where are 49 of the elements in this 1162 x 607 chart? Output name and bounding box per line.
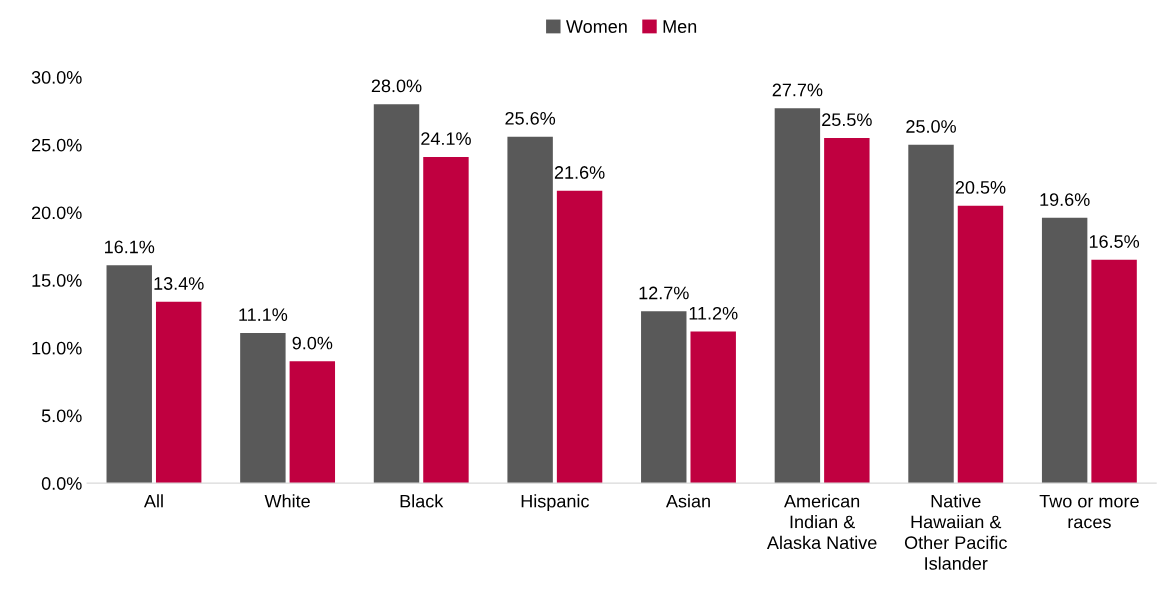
bar xyxy=(957,205,1004,484)
data-label: 9.0% xyxy=(292,336,333,350)
data-label: 28.0% xyxy=(371,79,422,93)
y-tick-label: 15.0% xyxy=(32,274,82,287)
x-tick-label: American Indian & Alaska Native xyxy=(766,494,877,550)
bar xyxy=(824,138,870,484)
data-label: 13.4% xyxy=(154,277,204,290)
x-tick-label: Black xyxy=(400,494,444,508)
bar xyxy=(423,156,469,484)
bar xyxy=(1091,259,1137,484)
bar xyxy=(774,108,821,484)
data-label: 21.6% xyxy=(554,166,605,179)
data-label: 24.1% xyxy=(421,132,471,145)
bar xyxy=(106,265,152,484)
bar xyxy=(908,144,954,484)
data-label: 25.6% xyxy=(505,111,556,125)
data-label: 19.6% xyxy=(1040,193,1090,206)
bar xyxy=(556,190,603,484)
x-tick-label: Hispanic xyxy=(521,494,589,512)
x-tick-label: Native Hawaiian & Other Pacific Islander xyxy=(904,494,1007,570)
y-tick-label: 10.0% xyxy=(32,341,82,355)
data-label: 16.1% xyxy=(105,240,155,254)
bar xyxy=(1041,217,1088,484)
bar xyxy=(373,104,420,484)
y-tick-label: 20.0% xyxy=(32,206,82,220)
x-tick-label: Two or more races xyxy=(1039,494,1139,529)
data-label: 11.1% xyxy=(239,308,288,321)
legend-label: Men xyxy=(663,20,697,33)
bar xyxy=(690,331,736,484)
y-tick-label: 30.0% xyxy=(31,71,82,84)
data-label: 27.7% xyxy=(772,83,823,97)
y-tick-label: 5.0% xyxy=(41,409,82,423)
x-tick-label: All xyxy=(143,494,163,508)
y-tick-label: 25.0% xyxy=(32,138,82,152)
bar xyxy=(289,361,336,484)
data-label: 20.5% xyxy=(955,180,1006,194)
data-label: 25.5% xyxy=(822,113,872,127)
data-label: 25.0% xyxy=(906,120,956,133)
bar xyxy=(240,332,286,484)
bar xyxy=(155,301,202,484)
data-label: 16.5% xyxy=(1089,235,1140,248)
bar xyxy=(507,136,553,484)
x-tick-label: Asian xyxy=(665,494,710,508)
data-label: 11.2% xyxy=(689,306,738,320)
x-tick-label: White xyxy=(264,494,310,508)
legend-label: Women xyxy=(566,20,627,33)
data-label: 12.7% xyxy=(639,286,689,300)
y-tick-label: 0.0% xyxy=(41,477,82,490)
bar xyxy=(641,311,687,484)
